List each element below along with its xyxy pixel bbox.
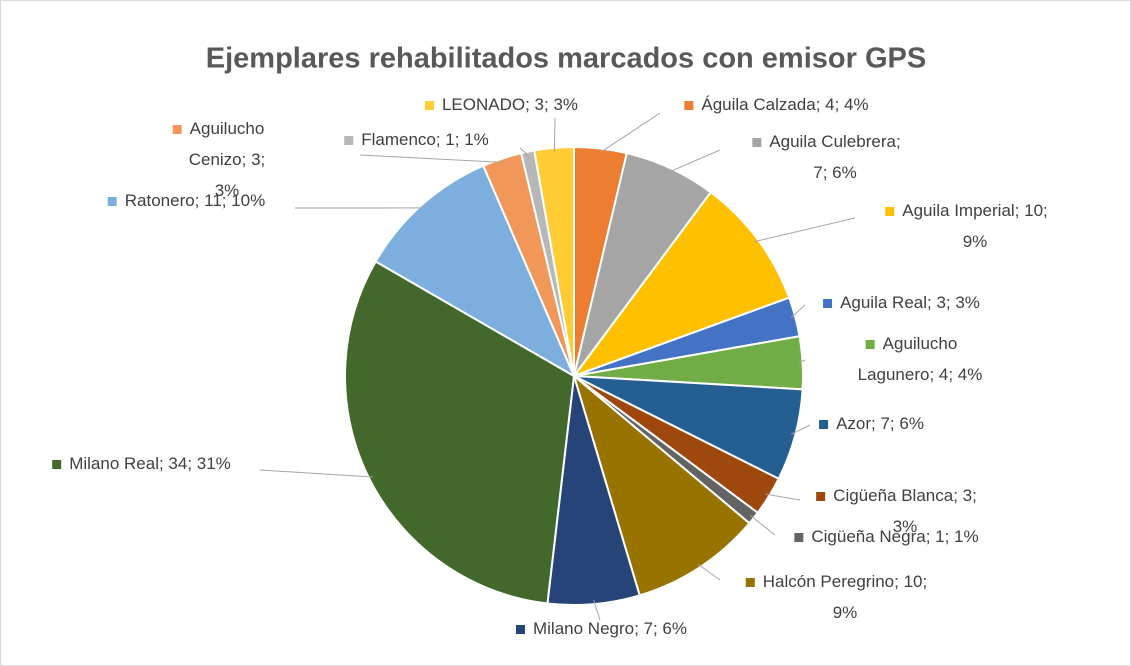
data-label: Ratonero; 11; 10% xyxy=(125,191,266,210)
leader-line xyxy=(259,469,373,478)
data-label: LEONADO; 3; 3% xyxy=(442,95,578,114)
data-label: Cigüeña Negra; 1; 1% xyxy=(811,527,978,546)
data-label: Flamenco; 1; 1% xyxy=(361,130,489,149)
label-swatch xyxy=(684,101,694,110)
chart-title: Ejemplares rehabilitados marcados con em… xyxy=(206,43,926,75)
data-label: Águila Calzada; 4; 4% xyxy=(701,95,868,114)
label-swatch xyxy=(794,533,804,542)
data-label: Milano Real; 34; 31% xyxy=(69,454,231,473)
leader-line xyxy=(519,147,529,157)
label-swatch xyxy=(52,460,62,469)
data-label: Aguila Real; 3; 3% xyxy=(840,293,980,312)
pie-slice xyxy=(344,260,576,605)
label-swatch xyxy=(107,197,117,206)
pie-slice xyxy=(571,190,791,379)
leader-line xyxy=(593,599,601,621)
label-swatch xyxy=(745,578,755,587)
leader-line xyxy=(668,149,721,173)
leader-line xyxy=(359,154,504,163)
data-label: Aguila Culebrera; 7; 6% xyxy=(769,132,900,182)
label-swatch xyxy=(865,340,875,349)
data-label: Azor; 7; 6% xyxy=(836,414,924,433)
leader-line xyxy=(697,563,721,581)
data-label: Milano Negro; 7; 6% xyxy=(533,619,687,638)
leader-line xyxy=(798,359,806,364)
leader-line xyxy=(791,424,811,435)
pie-slice xyxy=(374,164,577,379)
data-label: Cigüeña Blanca; 3; 3% xyxy=(833,486,977,536)
leader-line xyxy=(553,117,556,152)
leader-line xyxy=(765,493,801,501)
label-swatch xyxy=(819,420,829,429)
label-swatch xyxy=(172,125,182,134)
data-label: Halcón Peregrino; 10; 9% xyxy=(763,572,927,622)
data-label: Aguilucho Cenizo; 3; 3% xyxy=(189,119,266,200)
leader-line xyxy=(790,304,806,319)
label-swatch xyxy=(752,138,762,147)
label-swatch xyxy=(816,492,826,501)
label-swatch xyxy=(424,101,434,110)
data-label: Aguilucho Lagunero; 4; 4% xyxy=(858,334,983,384)
leader-line xyxy=(599,112,661,153)
label-swatch xyxy=(823,299,833,308)
pie-slice xyxy=(572,373,751,597)
label-swatch xyxy=(885,207,895,216)
data-label: Aguila Imperial; 10; 9% xyxy=(902,201,1048,251)
label-swatch xyxy=(344,136,354,145)
leader-line xyxy=(750,515,776,536)
label-swatch xyxy=(515,625,525,634)
leader-line xyxy=(754,217,856,243)
